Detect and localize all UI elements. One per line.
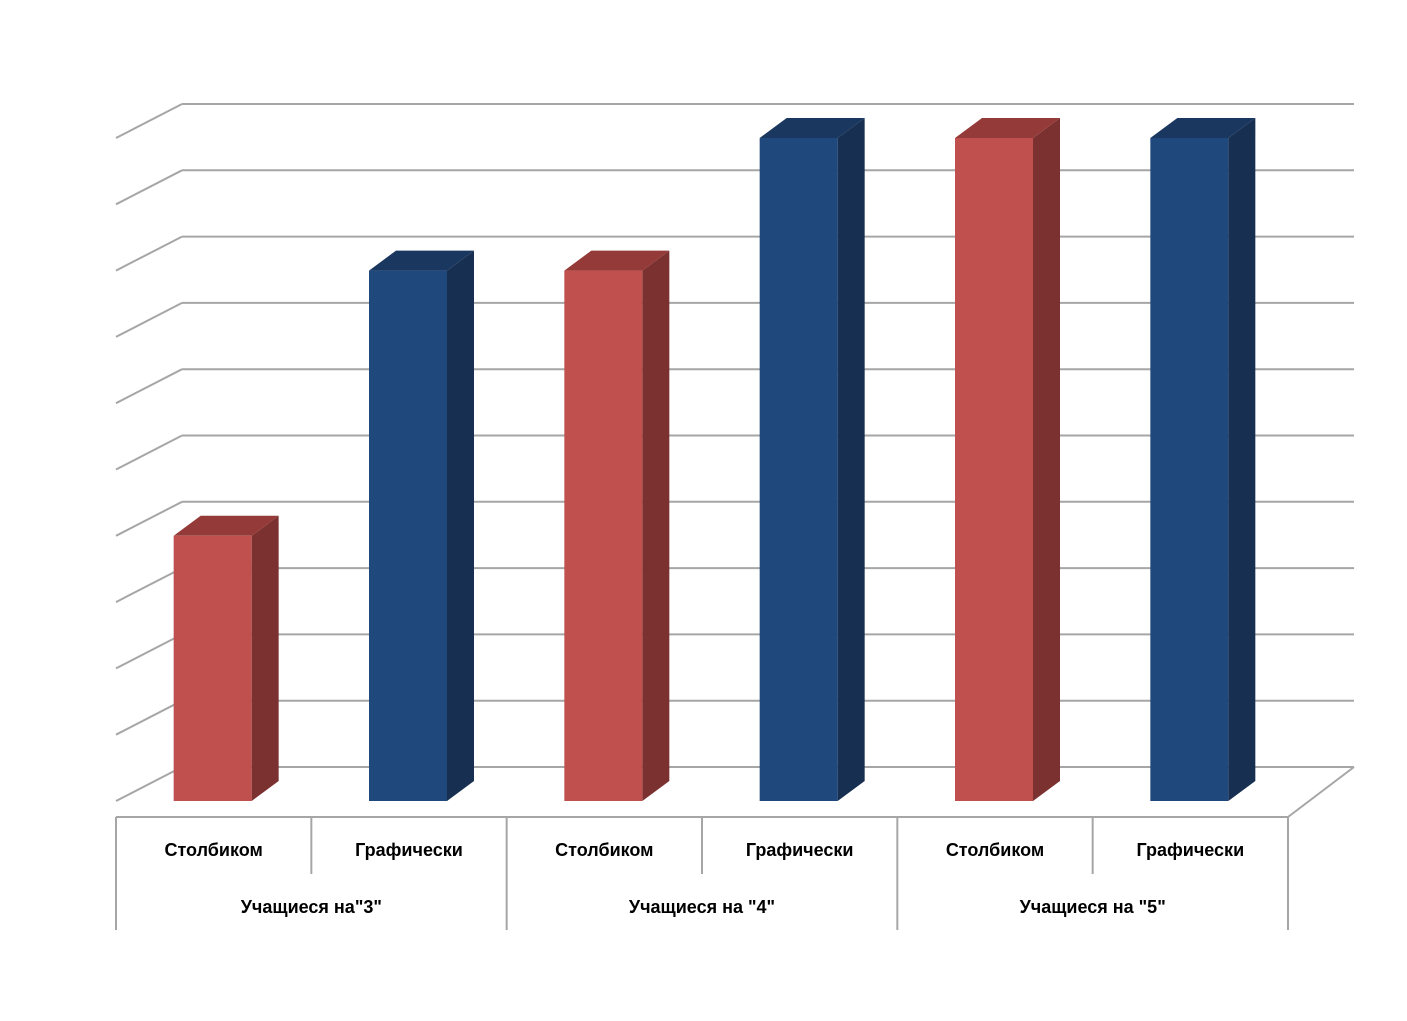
bar-top bbox=[1150, 118, 1256, 138]
bar-front bbox=[564, 270, 643, 802]
bar-front bbox=[1150, 138, 1229, 801]
bar-2-2 bbox=[759, 118, 865, 801]
bar-top bbox=[564, 250, 670, 271]
bar-front bbox=[759, 138, 838, 801]
bar-side bbox=[251, 515, 279, 801]
bar-front bbox=[955, 138, 1033, 801]
gridline-side-2 bbox=[115, 633, 183, 670]
bar-category-label: Графически bbox=[1136, 840, 1245, 860]
bar-front bbox=[369, 270, 447, 802]
bar-side bbox=[447, 250, 474, 802]
gridline-side-4 bbox=[115, 500, 183, 537]
group-category-label: Учащиеся на "4" bbox=[628, 897, 776, 917]
group-category-label: Учащиеся на "5" bbox=[1019, 897, 1166, 917]
bar-2-1 bbox=[564, 250, 670, 802]
bar-1-1 bbox=[173, 515, 279, 801]
gridline-side-10 bbox=[115, 103, 183, 139]
category-table-lines bbox=[115, 817, 1289, 930]
gridline-side-7 bbox=[115, 302, 183, 338]
bar-1-2 bbox=[369, 250, 474, 802]
gridline-side-6 bbox=[115, 368, 183, 405]
bar-category-label: Столбиком bbox=[164, 840, 263, 860]
bar-top bbox=[759, 118, 865, 138]
bar-top bbox=[955, 118, 1060, 138]
gridline-side-9 bbox=[115, 169, 183, 206]
bar-top bbox=[173, 515, 279, 536]
group-category-label: Учащиеся на"3" bbox=[240, 897, 382, 917]
bar-category-label: Графически bbox=[355, 840, 463, 860]
bar-side bbox=[1033, 118, 1060, 801]
gridline-side-1 bbox=[115, 699, 183, 736]
bar-top bbox=[369, 250, 474, 271]
bar-category-label: Столбиком bbox=[945, 840, 1045, 860]
bar-front bbox=[173, 535, 252, 801]
bar-category-label: Столбиком bbox=[555, 840, 654, 860]
gridline-side-0 bbox=[115, 766, 183, 802]
gridline-side-3 bbox=[115, 567, 183, 603]
bar-side bbox=[837, 118, 865, 801]
bar-side bbox=[1228, 118, 1256, 801]
floor-right-edge bbox=[1287, 766, 1355, 818]
gridline-side-5 bbox=[115, 434, 183, 471]
bar-category-label: Графически bbox=[745, 840, 854, 860]
gridline-side-8 bbox=[115, 235, 183, 272]
bars bbox=[173, 118, 1256, 802]
bar-3-2 bbox=[1150, 118, 1256, 801]
bar-side bbox=[642, 250, 670, 802]
bar-3-1 bbox=[955, 118, 1060, 801]
